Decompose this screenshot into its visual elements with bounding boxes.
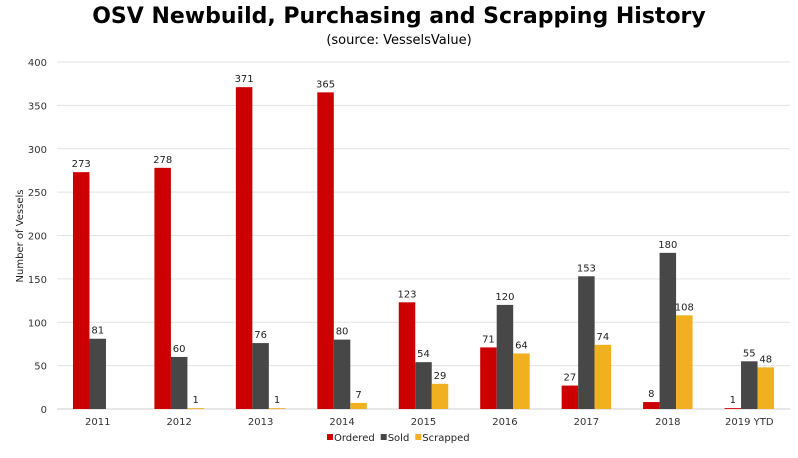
data-label: 60 — [173, 344, 186, 355]
y-tick-label: 300 — [28, 145, 47, 156]
legend-swatch-ordered — [327, 434, 333, 440]
y-axis-ticks: 0 50 100 150 200 250 300 350 400 — [28, 58, 47, 416]
data-label: 76 — [254, 330, 267, 341]
data-label: 8 — [648, 389, 654, 400]
data-label: 365 — [316, 79, 335, 90]
legend-label-ordered: Ordered — [334, 433, 375, 444]
bar-sold — [89, 338, 106, 409]
data-labels: 2738127860137176136580712354297112064271… — [72, 74, 772, 406]
data-label: 153 — [577, 263, 596, 274]
y-tick-label: 350 — [28, 101, 47, 112]
data-label: 123 — [397, 289, 416, 300]
y-tick-label: 250 — [28, 188, 47, 199]
x-tick-label: 2016 — [492, 417, 517, 428]
bar-sold — [170, 356, 188, 409]
bar-scrapped — [350, 402, 367, 409]
x-tick-label: 2018 — [655, 417, 680, 428]
bar-scrapped — [676, 315, 693, 409]
bar-scrapped — [268, 408, 286, 409]
x-tick-label: 2011 — [85, 417, 110, 428]
bar-ordered — [643, 402, 660, 409]
y-tick-label: 50 — [34, 362, 47, 373]
x-tick-label: 2019 YTD — [725, 417, 774, 428]
data-label: 371 — [235, 74, 254, 85]
bar-ordered — [398, 302, 416, 409]
y-tick-label: 0 — [41, 405, 47, 416]
y-axis-label: Number of Vessels — [15, 190, 26, 283]
data-label: 1 — [730, 395, 736, 406]
bar-ordered — [72, 172, 90, 409]
bar-scrapped — [431, 383, 449, 409]
bar-ordered — [480, 347, 497, 409]
y-tick-label: 150 — [28, 275, 47, 286]
bar-sold — [659, 252, 677, 409]
data-label: 81 — [91, 326, 104, 337]
x-tick-label: 2013 — [248, 417, 273, 428]
data-label: 1 — [274, 395, 280, 406]
data-label: 74 — [597, 332, 610, 343]
bar-scrapped — [513, 353, 530, 409]
legend-label-sold: Sold — [388, 433, 410, 444]
data-label: 29 — [434, 371, 447, 382]
bar-sold — [578, 276, 595, 409]
bars — [72, 87, 775, 410]
bar-scrapped — [187, 408, 204, 409]
legend-swatch-sold — [380, 434, 387, 440]
data-label: 71 — [482, 334, 495, 345]
bar-ordered — [154, 167, 171, 409]
bar-sold — [333, 339, 351, 409]
y-tick-label: 200 — [28, 232, 47, 243]
bar-ordered — [561, 385, 579, 409]
bar-sold — [415, 362, 432, 409]
data-label: 120 — [495, 292, 514, 303]
legend-swatch-scrapped — [415, 434, 422, 440]
bar-sold — [252, 343, 269, 409]
data-label: 108 — [675, 302, 694, 313]
x-tick-label: 2012 — [166, 417, 191, 428]
data-label: 80 — [336, 327, 349, 338]
bar-sold — [741, 361, 758, 409]
legend: Ordered Sold Scrapped — [327, 433, 470, 444]
data-label: 54 — [417, 349, 430, 360]
data-label: 180 — [658, 240, 677, 251]
data-label: 1 — [192, 395, 198, 406]
bar-ordered — [317, 92, 334, 410]
bar-sold — [496, 304, 514, 409]
x-tick-label: 2014 — [329, 417, 354, 428]
bar-ordered — [724, 408, 742, 409]
x-tick-label: 2017 — [574, 417, 599, 428]
y-tick-label: 400 — [28, 58, 47, 69]
bar-ordered — [235, 87, 253, 409]
x-tick-label: 2015 — [411, 417, 436, 428]
x-axis-ticks: 2011 2012 2013 2014 2015 2016 2017 2018 2019 YTD — [85, 417, 774, 428]
data-label: 278 — [153, 155, 172, 166]
data-label: 64 — [515, 340, 528, 351]
data-label: 273 — [72, 159, 91, 170]
y-tick-label: 100 — [28, 318, 47, 329]
legend-label-scrapped: Scrapped — [422, 433, 469, 444]
data-label: 48 — [759, 354, 772, 365]
data-label: 55 — [743, 348, 756, 359]
bar-scrapped — [757, 367, 775, 409]
data-label: 27 — [564, 373, 577, 384]
chart-subtitle: (source: VesselsValue) — [326, 33, 472, 48]
chart-title: OSV Newbuild, Purchasing and Scrapping H… — [92, 4, 706, 29]
data-label: 7 — [355, 390, 361, 401]
bar-scrapped — [594, 344, 612, 409]
